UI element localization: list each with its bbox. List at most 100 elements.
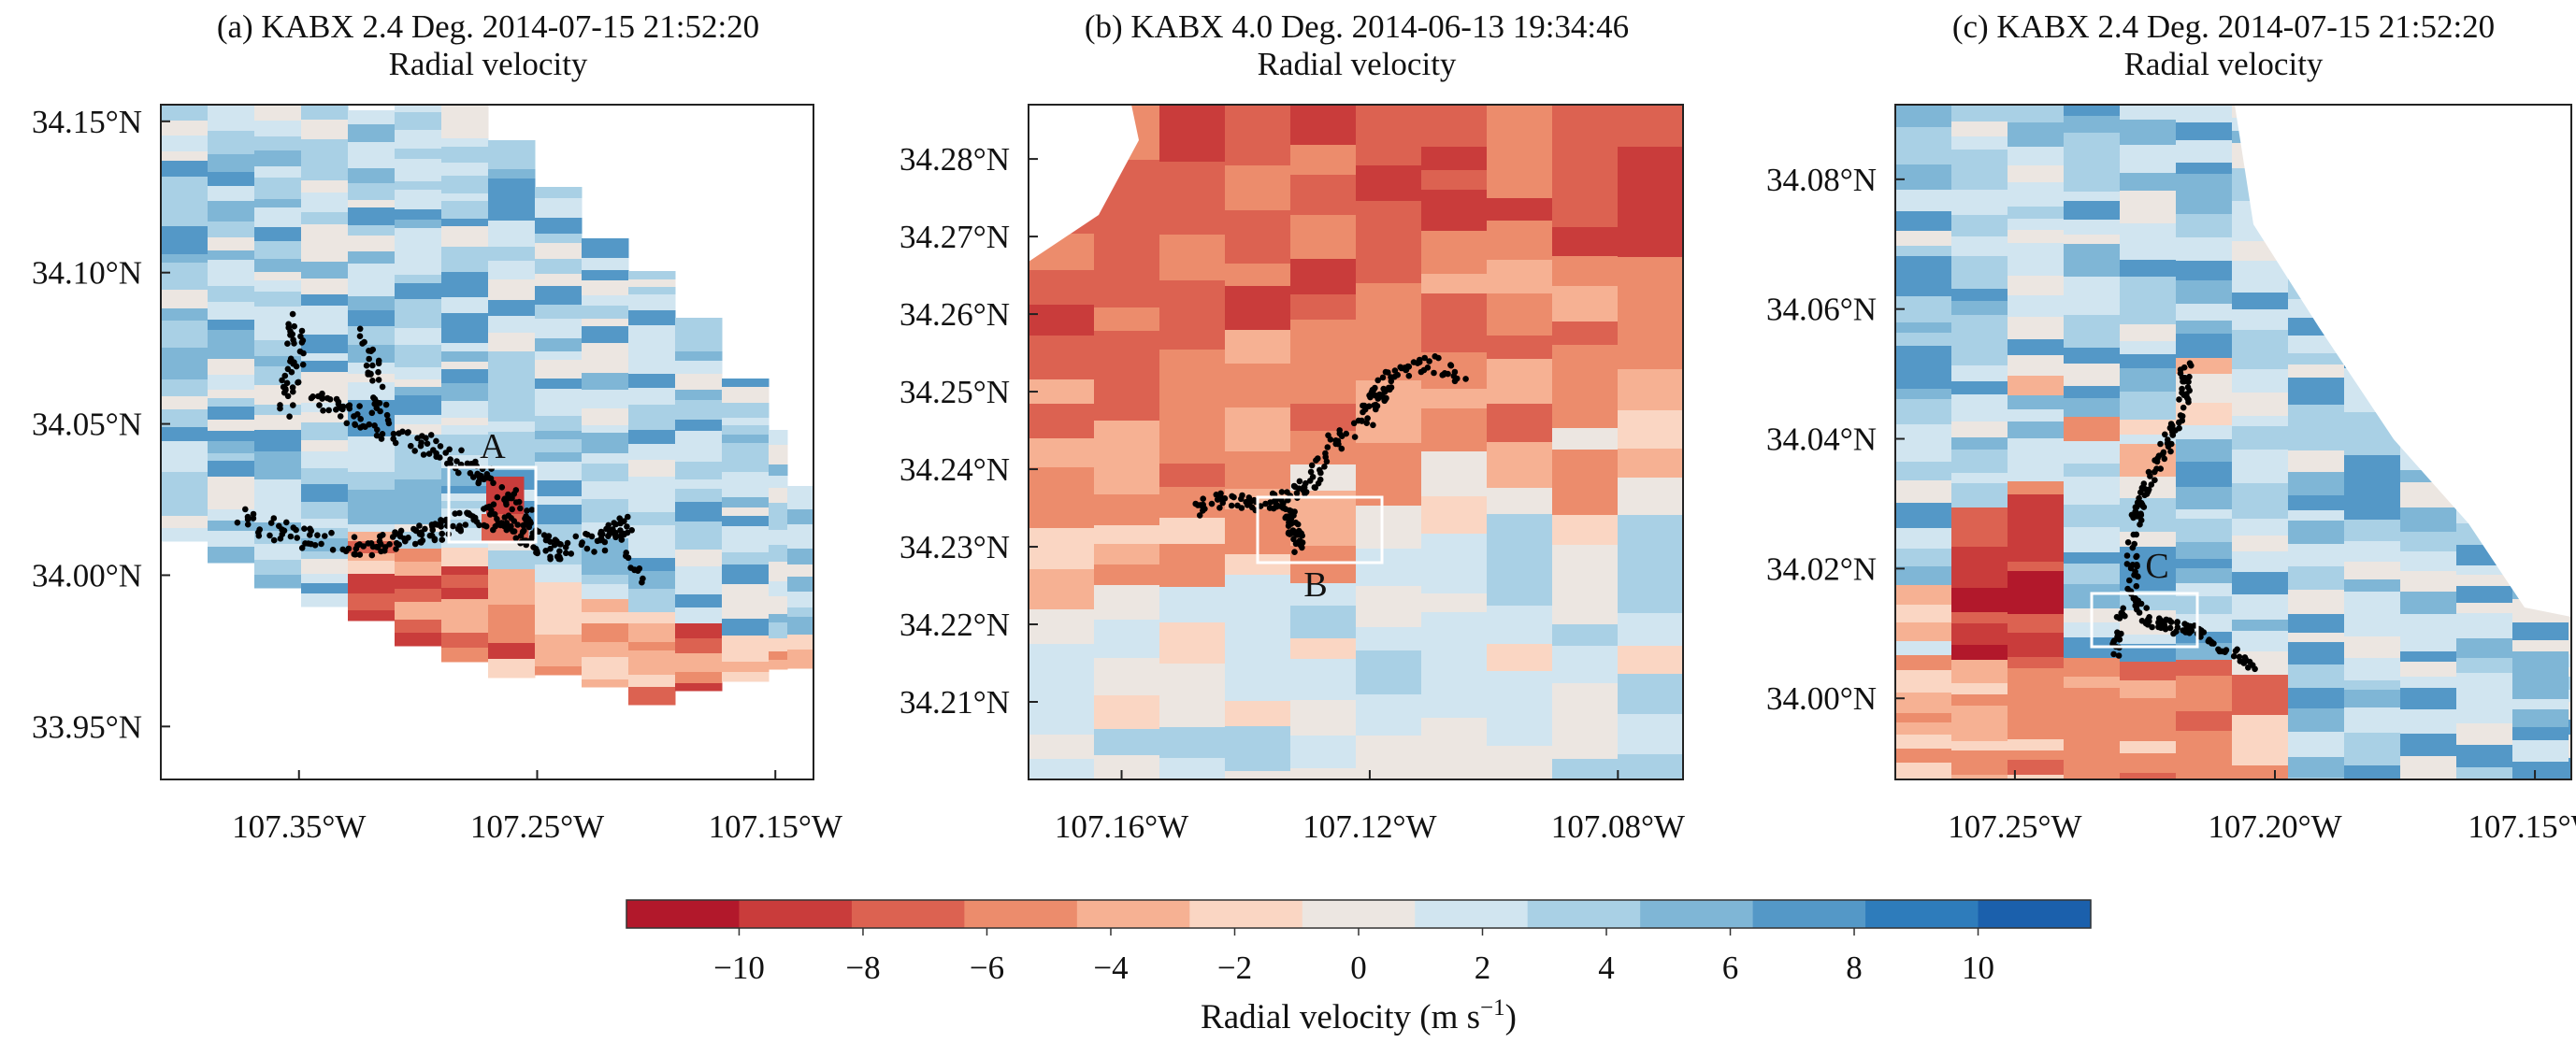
observation-point	[2138, 618, 2146, 624]
radar-gate	[1290, 736, 1357, 769]
radar-gate	[2064, 220, 2121, 236]
observation-point	[1285, 522, 1292, 529]
radar-gate	[2064, 552, 2121, 564]
radar-gate	[208, 531, 255, 548]
radar-gate	[2512, 622, 2569, 641]
observation-point	[512, 487, 520, 493]
no-data-region	[1029, 105, 1139, 262]
radar-gate	[1094, 525, 1160, 545]
radar-gate	[787, 509, 813, 525]
observation-point	[287, 328, 294, 335]
radar-gate	[208, 302, 255, 321]
radar-gate	[1290, 215, 1357, 260]
radar-gate	[1225, 726, 1291, 772]
observation-point	[284, 365, 292, 373]
radar-gate	[208, 201, 255, 209]
radar-gate	[1290, 175, 1357, 197]
observation-point	[373, 543, 381, 550]
observation-point	[1238, 495, 1245, 503]
radar-gate	[2064, 133, 2121, 157]
observation-point	[611, 520, 617, 526]
observation-point	[503, 526, 511, 534]
radar-gate	[1487, 293, 1553, 336]
radar-gate	[535, 351, 583, 361]
radar-gate	[2064, 779, 2121, 798]
radar-gate	[441, 176, 489, 194]
observation-point	[367, 371, 374, 378]
radar-gate	[488, 550, 536, 570]
radar-gate	[722, 455, 770, 473]
observation-point	[345, 403, 352, 409]
radar-gate	[722, 488, 770, 498]
radar-gate	[2232, 594, 2289, 621]
colorbar-tick-label: 8	[1846, 950, 1863, 986]
observation-point	[511, 528, 518, 535]
radar-gate	[1618, 257, 1683, 296]
radar-gate	[722, 472, 770, 489]
radar-gate	[348, 532, 396, 542]
radar-gate	[208, 441, 255, 454]
lat-tick-label: 34.06°N	[1766, 292, 1877, 328]
radar-gate	[441, 435, 489, 448]
radar-gate	[535, 505, 583, 525]
observation-point	[2124, 585, 2131, 593]
observation-point	[455, 469, 462, 477]
lon-tick-label: 107.25°W	[470, 808, 604, 845]
radar-gate	[348, 251, 396, 264]
observation-point	[2124, 539, 2132, 546]
radar-gate	[1159, 190, 1226, 236]
radar-gate	[2008, 339, 2065, 356]
radar-gate	[1159, 323, 1226, 350]
radar-gate	[2064, 156, 2121, 167]
radar-gate	[675, 351, 723, 362]
radar-gate	[1159, 622, 1226, 664]
radar-gate	[2456, 713, 2513, 724]
radar-gate	[2456, 613, 2513, 639]
radar-gate	[2288, 434, 2345, 451]
radar-gate	[254, 506, 302, 523]
radar-gate	[1895, 722, 1952, 736]
radar-gate	[2232, 519, 2289, 536]
radar-gate	[2008, 494, 2065, 521]
radar-gate	[208, 260, 255, 279]
radar-gate	[1029, 691, 1095, 736]
radar-gate	[254, 241, 302, 260]
radar-gate	[2512, 762, 2569, 779]
radar-gate	[2232, 536, 2289, 552]
radar-gate	[395, 299, 442, 316]
radar-gate	[2288, 388, 2345, 406]
radar-gate	[1552, 177, 1619, 198]
radar-gate	[2456, 638, 2513, 659]
radar-gate	[1552, 321, 1619, 346]
radar-gate	[1487, 172, 1553, 199]
radar-gate	[2064, 677, 2121, 689]
radar-gate	[1421, 231, 1488, 275]
observation-point	[370, 394, 377, 401]
radar-gate	[2008, 182, 2065, 207]
panel-b-title: (b) KABX 4.0 Deg. 2014-06-13 19:34:46	[1085, 8, 1629, 45]
radar-gate	[628, 650, 676, 663]
radar-gate	[395, 424, 442, 436]
observation-point	[267, 520, 275, 526]
radar-gate	[675, 683, 723, 692]
colorbar-swatch	[1527, 900, 1641, 928]
colorbar-tick-label: 6	[1722, 950, 1739, 986]
observation-point	[396, 430, 402, 437]
observation-point	[377, 407, 383, 415]
radar-gate	[1094, 544, 1160, 565]
radar-gate	[1225, 286, 1291, 331]
observation-point	[2140, 480, 2148, 487]
observation-point	[1404, 363, 1412, 370]
radar-gate	[722, 604, 770, 620]
radar-gate	[395, 435, 442, 452]
observation-point	[298, 327, 306, 335]
observation-point	[1374, 377, 1381, 384]
observation-point	[368, 409, 376, 417]
radar-gate	[301, 372, 349, 390]
radar-gate	[787, 635, 813, 643]
radar-gate	[1895, 622, 1952, 642]
radar-gate	[2400, 734, 2457, 757]
observation-point	[636, 565, 643, 572]
radar-gate	[675, 337, 723, 352]
radar-gate	[254, 479, 302, 496]
